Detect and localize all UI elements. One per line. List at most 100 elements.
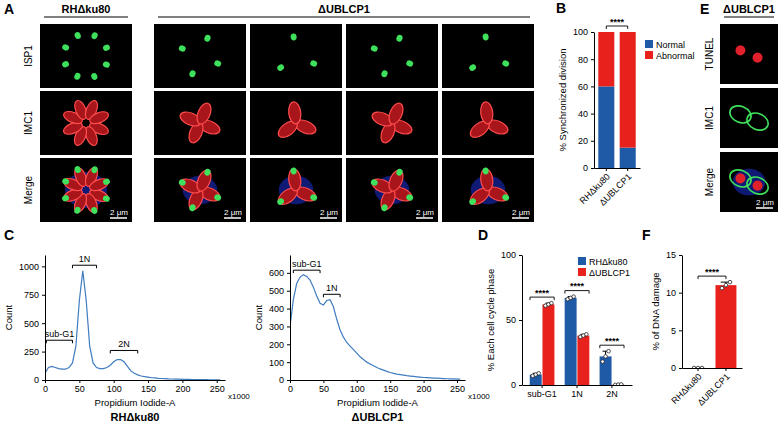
gate-label: sub-G1: [292, 259, 322, 269]
tick-label: 1N: [571, 389, 583, 399]
axis-line: [682, 256, 683, 369]
x-axis: 050100150200250: [288, 380, 466, 394]
micrograph-ground: [40, 91, 132, 155]
isp-stain: [102, 194, 111, 202]
tick-label: 200: [175, 384, 190, 394]
parasite: [479, 167, 494, 192]
histogram-line: [290, 275, 460, 379]
bar: [715, 285, 736, 368]
scale-bar: [110, 217, 127, 219]
panel-letter: B: [556, 0, 566, 16]
background: [0, 0, 784, 442]
tick-label: 1000: [19, 262, 39, 272]
y-tick: 50: [506, 315, 522, 325]
scale-bar: [756, 207, 773, 209]
x-tick: ΔUBLCP1: [597, 168, 633, 208]
y-tick: 750: [24, 290, 45, 300]
tick-label: 5: [671, 326, 676, 336]
scale-bar-label: 2 μm: [416, 208, 434, 217]
micrograph-ground: [346, 158, 438, 222]
isp-stain: [102, 178, 111, 186]
imc-stain: [386, 101, 406, 126]
isp-stain: [370, 178, 379, 186]
isp-stain: [203, 34, 211, 43]
scale-bar-label: 2 μm: [224, 208, 242, 217]
bar: [620, 32, 636, 148]
tick-label: 0: [511, 380, 516, 390]
legend: RHΔku80ΔUBLCP1: [578, 257, 630, 278]
tick-mark: [591, 86, 594, 87]
y-tick: 0: [511, 380, 522, 390]
gate-label: sub-G1: [45, 329, 75, 339]
tick-label: 20: [578, 136, 588, 146]
panel-letter: D: [478, 227, 488, 243]
column-header: RHΔku80: [62, 3, 111, 15]
micrograph: [442, 24, 534, 88]
row-label: IMC1: [23, 111, 34, 135]
nucleus-stain: [733, 169, 766, 196]
micrograph: [154, 24, 246, 88]
parasite: [479, 101, 494, 124]
panel-letter: A: [4, 1, 14, 17]
micrograph: [442, 91, 534, 155]
scale-bar: [224, 217, 241, 219]
isp-stain: [276, 63, 285, 72]
tick-label: 10: [666, 288, 676, 298]
isp-stain: [102, 44, 111, 52]
micrograph-ground: [250, 91, 342, 155]
parasite: [61, 43, 70, 51]
data-point: [692, 366, 696, 368]
parasite: [482, 33, 489, 41]
scale-bar-label: 2 μm: [320, 208, 338, 217]
bar: [600, 356, 612, 385]
tick-mark: [323, 380, 324, 383]
x-axis-title: Propidium Iodide-A: [337, 397, 418, 408]
gate-bracket: [110, 350, 137, 353]
tick-mark: [591, 141, 594, 142]
micrograph-ground: [250, 158, 342, 222]
bar: [620, 148, 636, 168]
tick-label: 600: [269, 268, 284, 278]
isp-stain: [395, 168, 403, 177]
tick-mark: [217, 380, 218, 383]
plot-area: [530, 295, 625, 385]
tick-mark: [577, 385, 578, 388]
parasite: [395, 34, 403, 43]
tick-label: 2N: [606, 389, 618, 399]
tick-label: 0: [279, 375, 284, 385]
y-tick: 200: [269, 340, 290, 350]
isp-stain: [74, 31, 82, 40]
scale-bar-label: 2 μm: [756, 198, 774, 207]
tick-mark: [606, 168, 607, 171]
tick-mark: [679, 330, 682, 331]
x-tick: 2N: [606, 385, 618, 399]
legend-item: Normal: [645, 40, 685, 50]
gate-bracket: [72, 265, 96, 268]
x-axis-title: Propidium Iodide-A: [95, 397, 176, 408]
isp-stain: [203, 168, 211, 177]
micrograph-ground: [154, 158, 246, 222]
axis-line: [46, 380, 226, 381]
imc-stain: [727, 167, 753, 190]
tick-mark: [591, 59, 594, 60]
isp-stain: [90, 206, 98, 215]
y-axis-title: % Each cell cycle phase: [485, 269, 496, 371]
tick-mark: [519, 255, 522, 256]
y-tick: 100: [501, 250, 522, 260]
scale-bar: [320, 217, 337, 219]
isp-stain: [370, 44, 379, 52]
legend-label: ΔUBLCP1: [589, 268, 630, 278]
gate-bracket: [46, 340, 72, 343]
axis-line: [291, 380, 466, 381]
imc-stain: [287, 101, 302, 124]
tick-label: 100: [501, 250, 516, 260]
tick-label: 500: [269, 286, 284, 296]
data-point: [619, 383, 623, 385]
tick-label: 400: [269, 304, 284, 314]
tick-mark: [42, 352, 45, 353]
tick-mark: [42, 295, 45, 296]
tick-mark: [725, 368, 726, 371]
isp-stain: [90, 31, 98, 40]
y-axis: 051015: [666, 250, 683, 373]
panel-letter: C: [4, 227, 14, 243]
